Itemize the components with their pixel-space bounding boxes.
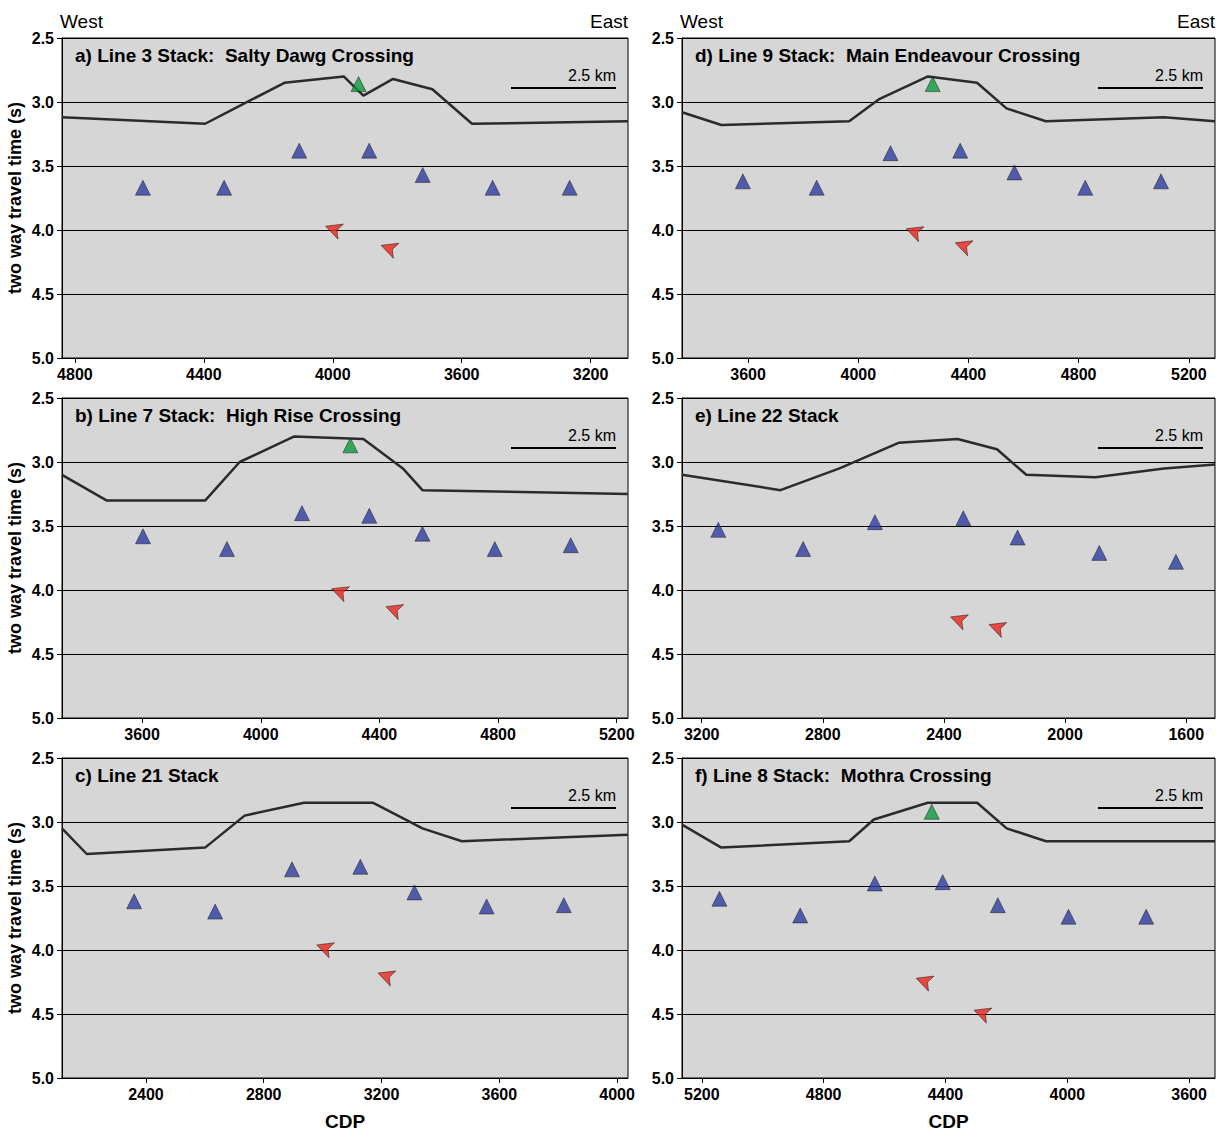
svg-text:3.5: 3.5 [652,878,674,895]
svg-text:3200: 3200 [364,1086,400,1103]
svg-text:4000: 4000 [840,366,876,383]
svg-text:2.5: 2.5 [652,390,674,407]
svg-text:2.5 km: 2.5 km [1155,787,1203,804]
svg-text:f) Line 8 Stack: Mothra Cross: f) Line 8 Stack: Mothra Crossing [695,765,992,786]
svg-text:4400: 4400 [186,366,222,383]
svg-text:2800: 2800 [805,726,841,743]
svg-text:3.0: 3.0 [652,814,674,831]
svg-text:2.5: 2.5 [652,750,674,767]
svg-text:4400: 4400 [928,1086,964,1103]
svg-text:a) Line 3 Stack: Salty Dawg C: a) Line 3 Stack: Salty Dawg Crossing [75,45,414,66]
svg-text:4.5: 4.5 [652,646,674,663]
svg-text:3200: 3200 [573,366,609,383]
svg-text:5.0: 5.0 [32,350,54,367]
svg-text:5.0: 5.0 [32,1070,54,1087]
svg-text:4.0: 4.0 [32,222,54,239]
svg-text:4.5: 4.5 [32,646,54,663]
svg-text:5200: 5200 [1171,366,1207,383]
svg-text:2000: 2000 [1047,726,1083,743]
svg-text:2.5 km: 2.5 km [568,427,616,444]
svg-text:3.5: 3.5 [32,878,54,895]
svg-text:West: West [680,11,724,32]
svg-text:4000: 4000 [599,1086,635,1103]
svg-text:4.5: 4.5 [32,1006,54,1023]
svg-text:5.0: 5.0 [652,350,674,367]
svg-text:3.5: 3.5 [652,518,674,535]
svg-text:CDP: CDP [928,1111,968,1132]
svg-text:4400: 4400 [362,726,398,743]
svg-text:3600: 3600 [1171,1086,1207,1103]
svg-text:2400: 2400 [926,726,962,743]
svg-text:c) Line 21 Stack: c) Line 21 Stack [75,765,219,786]
svg-text:2.5 km: 2.5 km [1155,427,1203,444]
svg-text:East: East [1177,11,1216,32]
svg-text:4.0: 4.0 [652,222,674,239]
svg-text:5.0: 5.0 [652,1070,674,1087]
svg-text:2.5 km: 2.5 km [568,67,616,84]
svg-text:4.0: 4.0 [652,942,674,959]
svg-text:4000: 4000 [1049,1086,1085,1103]
svg-text:3200: 3200 [684,726,720,743]
svg-text:4800: 4800 [806,1086,842,1103]
svg-text:East: East [590,11,629,32]
svg-text:4.5: 4.5 [652,1006,674,1023]
svg-text:2.5: 2.5 [32,30,54,47]
svg-text:b) Line 7 Stack: High Rise Cr: b) Line 7 Stack: High Rise Crossing [75,405,401,426]
svg-text:1600: 1600 [1168,726,1204,743]
svg-text:4000: 4000 [315,366,351,383]
svg-text:5.0: 5.0 [652,710,674,727]
svg-text:4.5: 4.5 [652,286,674,303]
svg-text:4.5: 4.5 [32,286,54,303]
svg-text:4.0: 4.0 [652,582,674,599]
svg-text:2.5: 2.5 [32,390,54,407]
svg-text:2.5 km: 2.5 km [1155,67,1203,84]
svg-text:4.0: 4.0 [32,582,54,599]
svg-text:2400: 2400 [128,1086,164,1103]
svg-text:3.0: 3.0 [652,94,674,111]
svg-text:3.5: 3.5 [32,518,54,535]
svg-text:3.5: 3.5 [652,158,674,175]
svg-text:d) Line 9 Stack: Main Endeavo: d) Line 9 Stack: Main Endeavour Crossing [695,45,1080,66]
svg-text:4000: 4000 [243,726,279,743]
svg-text:CDP: CDP [325,1111,365,1132]
svg-text:3.0: 3.0 [32,454,54,471]
svg-text:3.0: 3.0 [32,94,54,111]
svg-text:3600: 3600 [124,726,160,743]
svg-text:e) Line 22 Stack: e) Line 22 Stack [695,405,839,426]
svg-text:5200: 5200 [599,726,635,743]
svg-text:3600: 3600 [482,1086,518,1103]
svg-text:two way travel time (s): two way travel time (s) [5,462,25,654]
svg-text:4.0: 4.0 [32,942,54,959]
svg-text:2.5: 2.5 [32,750,54,767]
svg-text:4800: 4800 [57,366,93,383]
svg-text:3.0: 3.0 [652,454,674,471]
svg-text:West: West [60,11,104,32]
svg-text:3.0: 3.0 [32,814,54,831]
svg-text:3.5: 3.5 [32,158,54,175]
svg-text:5200: 5200 [684,1086,720,1103]
svg-text:3600: 3600 [444,366,480,383]
svg-text:4800: 4800 [480,726,516,743]
svg-text:two way travel time (s): two way travel time (s) [5,822,25,1014]
svg-text:3600: 3600 [730,366,766,383]
svg-text:4800: 4800 [1061,366,1097,383]
svg-text:2.5 km: 2.5 km [568,787,616,804]
svg-text:two way travel time (s): two way travel time (s) [5,102,25,294]
svg-text:2.5: 2.5 [652,30,674,47]
svg-text:5.0: 5.0 [32,710,54,727]
svg-text:4400: 4400 [951,366,987,383]
svg-text:2800: 2800 [246,1086,282,1103]
